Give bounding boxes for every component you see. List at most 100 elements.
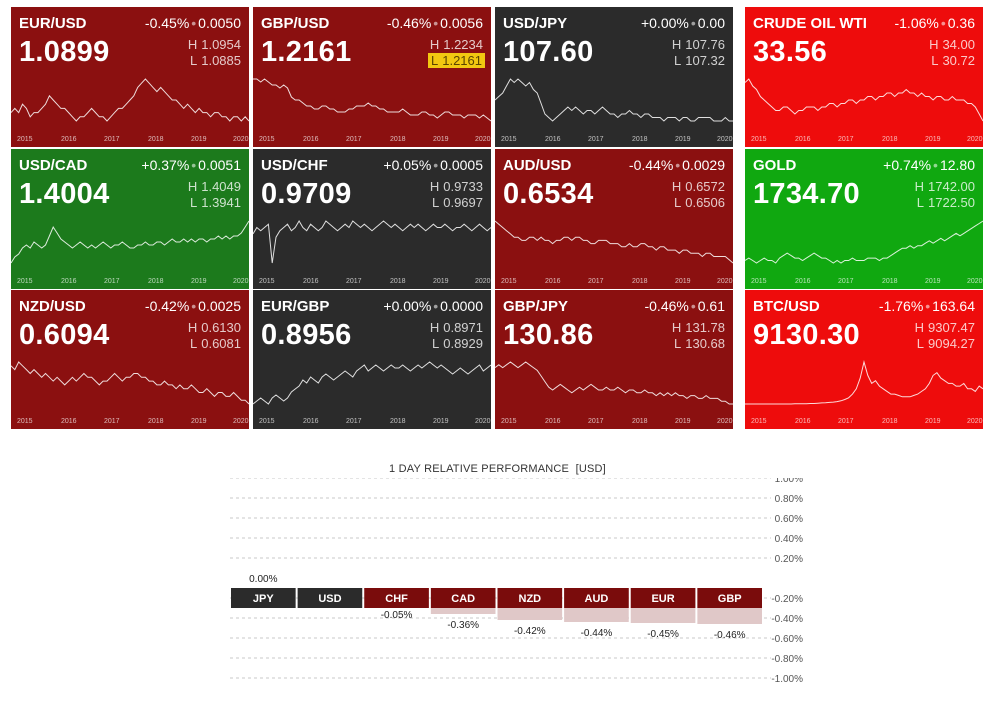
change-percent: +0.05% [383,157,432,173]
year-tick-label: 2016 [61,278,77,285]
price-history-sparkline [745,360,983,405]
category-label: CAD [451,593,475,605]
price-history-sparkline [253,361,491,405]
year-tick-label: 2019 [433,278,449,285]
low-readout: L 0.6506 [674,195,725,210]
high-value: 9307.47 [928,320,975,335]
change-absolute: 163.64 [932,298,975,314]
high-label: H [671,37,682,52]
year-tick-label: 2015 [17,136,33,143]
year-tick-label: 2020 [233,278,249,285]
year-tick-label: 2015 [501,136,517,143]
change-absolute: 0.00 [697,15,725,31]
high-label: H [914,320,924,335]
year-tick-label: 2015 [17,278,33,285]
low-label: L [190,53,198,68]
year-axis: 2015 2016 2017 2018 2019 2020 [495,136,733,146]
year-axis: 2015 2016 2017 2018 2019 2020 [745,136,983,146]
bar-header-jpy[interactable] [231,588,296,608]
quote-tile-usd-jpy[interactable]: USD/JPY +0.00% • 0.00 107.60 H 107.76 L 107.32 20… [495,7,733,147]
year-tick-label: 2016 [795,418,811,425]
sparkline-path [495,361,733,405]
quote-tile-eur-gbp[interactable]: EUR/GBP +0.00% • 0.0000 0.8956 H 0.8971 L 0.8929… [253,290,491,429]
year-tick-label: 2020 [967,136,983,143]
separator-dot-icon: • [690,15,696,31]
year-tick-label: 2017 [104,136,120,143]
change-absolute: 0.61 [697,298,725,314]
quote-tile-usd-cad[interactable]: USD/CAD +0.37% • 0.0051 1.4004 H 1.4049 L 1.3941… [11,149,249,289]
symbol-label: BTC/USD [753,298,820,315]
sparkline-path [11,78,249,122]
change-absolute: 0.0056 [440,15,483,31]
quote-tile-aud-usd[interactable]: AUD/USD -0.44% • 0.0029 0.6534 H 0.6572 L 0.6506… [495,149,733,289]
year-tick-label: 2016 [61,418,77,425]
low-value: 1.0885 [201,53,241,68]
price-history-sparkline [11,361,249,405]
low-label: L [432,195,440,210]
price-history-sparkline [495,78,733,122]
low-readout: L 9094.27 [917,336,975,351]
low-readout: L 1.2161 [428,53,485,68]
low-label: L [931,53,939,68]
quote-tile-crude-oil-wti[interactable]: CRUDE OIL WTI -1.06% • 0.36 33.56 H 34.00 L 30.7… [745,7,983,147]
quote-tile-gbp-jpy[interactable]: GBP/JPY -0.46% • 0.61 130.86 H 131.78 L 130.68 20… [495,290,733,429]
year-tick-label: 2016 [795,278,811,285]
bar-header-cad[interactable] [430,588,496,608]
separator-dot-icon: • [690,298,696,314]
year-tick-label: 2018 [390,136,406,143]
price-history-sparkline [11,220,249,264]
quote-tile-nzd-usd[interactable]: NZD/USD -0.42% • 0.0025 0.6094 H 0.6130 L 0.6081… [11,290,249,429]
change-readout: -1.06% • 0.36 [894,15,975,31]
year-tick-label: 2015 [751,278,767,285]
quote-tile-gbp-usd[interactable]: GBP/USD -0.46% • 0.0056 1.2161 H 1.2234 L 1.2161… [253,7,491,147]
low-value: 9094.27 [928,336,975,351]
separator-dot-icon: • [675,157,681,173]
data-label: -0.36% [447,620,479,631]
year-tick-label: 2018 [632,136,648,143]
last-price: 130.86 [503,319,594,351]
year-tick-label: 2020 [967,418,983,425]
year-tick-label: 2016 [545,136,561,143]
price-history-sparkline [253,220,491,264]
category-label: AUD [585,593,609,605]
performance-title-text: 1 DAY RELATIVE PERFORMANCE [389,463,570,475]
bar-header-chf[interactable] [364,588,429,608]
category-label: JPY [253,593,274,605]
y-tick-label: 1.00% [775,478,803,485]
separator-dot-icon: • [433,157,439,173]
low-value: 107.32 [685,53,725,68]
quote-tile-usd-chf[interactable]: USD/CHF +0.05% • 0.0005 0.9709 H 0.9733 L 0.9697… [253,149,491,289]
year-axis: 2015 2016 2017 2018 2019 2020 [11,418,249,428]
bar-header-usd[interactable] [297,588,363,608]
low-label: L [916,195,924,210]
change-readout: -0.42% • 0.0025 [145,298,241,314]
change-absolute: 0.0029 [682,157,725,173]
price-history-sparkline [495,220,733,264]
quote-tile-gold[interactable]: GOLD +0.74% • 12.80 1734.70 H 1742.00 L 1722.50 2… [745,149,983,289]
last-price: 107.60 [503,36,594,68]
y-tick-label: 0.20% [775,554,803,565]
year-tick-label: 2019 [433,136,449,143]
year-tick-label: 2019 [191,278,207,285]
bar-header-nzd[interactable] [497,588,563,608]
year-axis: 2015 2016 2017 2018 2019 2020 [253,136,491,146]
symbol-label: NZD/USD [19,298,86,315]
low-label: L [190,336,198,351]
year-tick-label: 2020 [475,278,491,285]
bar-header-aud[interactable] [564,588,629,608]
low-label: L [674,53,682,68]
year-tick-label: 2018 [148,418,164,425]
high-value: 0.9733 [443,179,483,194]
year-tick-label: 2018 [632,278,648,285]
change-readout: -0.44% • 0.0029 [629,157,725,173]
quote-tile-btc-usd[interactable]: BTC/USD -1.76% • 163.64 9130.30 H 9307.47 L 9094… [745,290,983,429]
year-tick-label: 2019 [433,418,449,425]
bar-header-gbp[interactable] [697,588,762,608]
performance-chart-title: 1 DAY RELATIVE PERFORMANCE [USD] [0,463,995,475]
price-history-sparkline [495,361,733,405]
change-percent: -0.42% [144,298,190,314]
quote-tile-eur-usd[interactable]: EUR/USD -0.45% • 0.0050 1.0899 H 1.0954 L 1.0885… [11,7,249,147]
year-tick-label: 2019 [925,278,941,285]
year-tick-label: 2019 [675,136,691,143]
bar-header-eur[interactable] [630,588,696,608]
